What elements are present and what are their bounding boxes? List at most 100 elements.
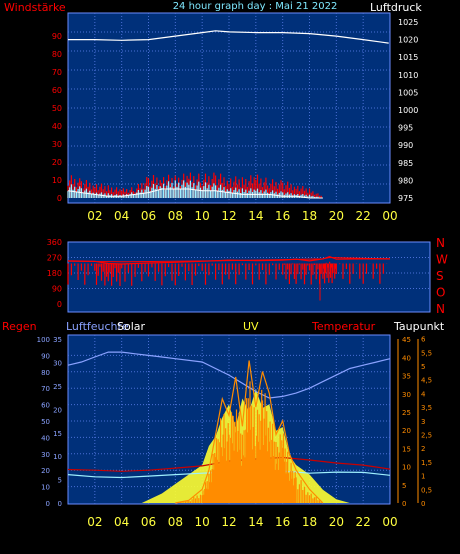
compass-label: S xyxy=(436,269,444,283)
y-tick-label-wind: 80 xyxy=(52,50,62,59)
x-tick-label: 16 xyxy=(275,209,290,223)
y-tick-label-temperature: 30 xyxy=(402,391,411,399)
y-tick-label-humidity: 30 xyxy=(41,451,50,459)
y-tick-label-humidity: 100 xyxy=(37,336,50,344)
y-tick-label-humidity: 80 xyxy=(41,369,50,377)
x-tick-label: 18 xyxy=(302,515,317,529)
wind-average-line xyxy=(67,188,323,199)
x-tick-label: 22 xyxy=(356,515,371,529)
y-tick-label-humidity: 20 xyxy=(41,467,50,475)
y-tick-label-wind: 40 xyxy=(52,122,62,131)
uv-line xyxy=(175,360,324,504)
y-tick-label-wind: 10 xyxy=(52,176,62,185)
y-tick-label-wind: 20 xyxy=(52,158,62,167)
y-tick-label-pressure: 1005 xyxy=(398,88,418,97)
y-tick-label-temperature: 35 xyxy=(402,373,411,381)
x-tick-label: 04 xyxy=(114,515,129,529)
x-tick-label: 06 xyxy=(141,515,156,529)
wind-direction-average xyxy=(67,256,391,263)
x-tick-label: 02 xyxy=(87,515,102,529)
y-tick-label-pressure: 990 xyxy=(398,141,413,150)
y-tick-label-temperature: 15 xyxy=(402,445,411,453)
y-tick-label-direction: 180 xyxy=(47,269,62,278)
axis-title: Luftfeuchte xyxy=(66,320,129,333)
y-tick-label-direction: 360 xyxy=(47,238,62,247)
y-tick-label-humidity: 50 xyxy=(41,418,50,426)
y-tick-label-uv: 0,5 xyxy=(421,486,432,494)
y-tick-label-rain: 30 xyxy=(53,360,62,368)
y-tick-label-temperature: 0 xyxy=(402,500,406,508)
compass-label: W xyxy=(436,253,448,267)
x-tick-label: 02 xyxy=(87,209,102,223)
y-tick-label-temperature: 25 xyxy=(402,409,411,417)
y-tick-label-pressure: 1000 xyxy=(398,106,418,115)
y-tick-label-temperature: 10 xyxy=(402,464,411,472)
y-tick-label-pressure: 1015 xyxy=(398,53,418,62)
x-tick-label: 08 xyxy=(168,209,183,223)
y-tick-label-humidity: 90 xyxy=(41,352,50,360)
x-tick-label: 10 xyxy=(195,515,210,529)
y-tick-label-rain: 15 xyxy=(53,430,62,438)
y-tick-label-wind: 50 xyxy=(52,104,62,113)
y-tick-label-uv: 4,5 xyxy=(421,377,432,385)
y-tick-label-pressure: 975 xyxy=(398,194,413,203)
axis-title: Temperatur xyxy=(311,320,376,333)
y-tick-label-temperature: 20 xyxy=(402,427,411,435)
y-tick-label-humidity: 10 xyxy=(41,484,50,492)
y-tick-label-pressure: 1020 xyxy=(398,36,418,45)
y-tick-label-uv: 3 xyxy=(421,418,425,426)
axis-title: UV xyxy=(243,320,259,333)
y-tick-label-uv: 0 xyxy=(421,500,425,508)
y-tick-label-wind: 60 xyxy=(52,86,62,95)
y-tick-label-humidity: 70 xyxy=(41,385,50,393)
y-tick-label-uv: 6 xyxy=(421,336,426,344)
compass-label: N xyxy=(436,236,445,250)
y-tick-label-uv: 2,5 xyxy=(421,432,432,440)
uv-spikes xyxy=(176,381,322,503)
y-tick-label-uv: 1,5 xyxy=(421,459,432,467)
x-tick-label: 14 xyxy=(248,209,263,223)
y-tick-label-temperature: 5 xyxy=(402,482,406,490)
y-tick-label-uv: 2 xyxy=(421,445,425,453)
x-tick-label: 12 xyxy=(221,515,236,529)
x-tick-label: 14 xyxy=(248,515,263,529)
y-tick-label-direction: 90 xyxy=(52,285,62,294)
x-tick-label: 04 xyxy=(114,209,129,223)
x-tick-label: 16 xyxy=(275,515,290,529)
y-tick-label-pressure: 980 xyxy=(398,176,413,185)
right-axis-title-pressure: Luftdruck xyxy=(370,1,422,14)
y-tick-label-temperature: 45 xyxy=(402,336,411,344)
x-tick-label: 06 xyxy=(141,209,156,223)
y-tick-label-uv: 5,5 xyxy=(421,349,432,357)
y-tick-label-wind: 30 xyxy=(52,140,62,149)
y-tick-label-direction: 0 xyxy=(57,300,62,309)
y-tick-label-wind: 90 xyxy=(52,32,62,41)
chart-title: 24 hour graph day : Mai 21 2022 xyxy=(173,1,338,12)
left-axis-title-wind: Windstärke xyxy=(4,1,66,14)
y-tick-label-pressure: 995 xyxy=(398,124,413,133)
x-tick-label: 12 xyxy=(221,209,236,223)
axis-title: Solar xyxy=(117,320,146,333)
y-tick-label-humidity: 60 xyxy=(41,402,50,410)
x-tick-label: 18 xyxy=(302,209,317,223)
x-tick-label: 00 xyxy=(382,209,397,223)
x-tick-label: 22 xyxy=(356,209,371,223)
y-tick-label-uv: 1 xyxy=(421,473,425,481)
compass-label: O xyxy=(436,286,445,300)
y-tick-label-uv: 5 xyxy=(421,363,425,371)
y-tick-label-pressure: 1025 xyxy=(398,18,418,27)
x-tick-label: 00 xyxy=(382,515,397,529)
y-tick-label-temperature: 40 xyxy=(402,354,411,362)
x-tick-label: 20 xyxy=(329,515,344,529)
y-tick-label-rain: 0 xyxy=(58,500,62,508)
y-tick-label-rain: 35 xyxy=(53,336,62,344)
y-tick-label-humidity: 0 xyxy=(46,500,50,508)
compass-label: N xyxy=(436,302,445,316)
y-tick-label-uv: 3,5 xyxy=(421,404,432,412)
y-tick-label-wind: 70 xyxy=(52,68,62,77)
y-tick-label-rain: 25 xyxy=(53,383,62,391)
